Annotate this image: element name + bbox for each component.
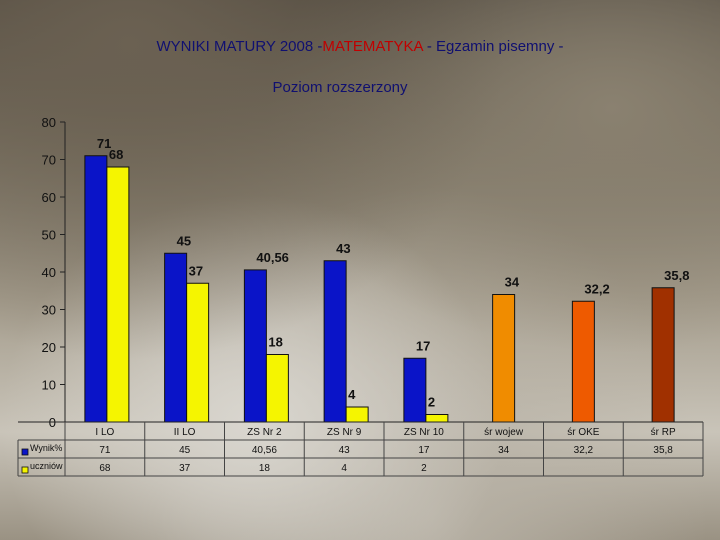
- x-tick-label: II LO: [174, 427, 196, 438]
- y-tick-label: 50: [42, 228, 56, 243]
- table-cell: 35,8: [653, 445, 673, 456]
- y-tick-label: 10: [42, 378, 56, 393]
- table-cell: 32,2: [574, 445, 594, 456]
- x-tick-label: ZS Nr 10: [404, 427, 444, 438]
- chart-title: WYNIKI MATURY 2008 -MATEMATYKA - Egzamin…: [0, 38, 720, 55]
- bar-wynik: [323, 260, 347, 423]
- legend-series-name: Wynik%: [30, 443, 62, 453]
- legend-swatch: [21, 448, 29, 456]
- y-tick-label: 20: [42, 340, 56, 355]
- table-cell: 40,56: [252, 445, 277, 456]
- bar-wynik: [164, 252, 188, 423]
- bar-uczniow: [106, 166, 130, 423]
- data-label-wynik: 43: [336, 241, 350, 256]
- bar-wynik: [492, 294, 516, 423]
- table-cell: 4: [341, 463, 347, 474]
- chart-subtitle: Poziom rozszerzony: [272, 79, 408, 96]
- table-cell: 18: [259, 463, 271, 474]
- bar-uczniow: [265, 354, 289, 423]
- x-tick-label: śr wojew: [484, 427, 524, 438]
- data-label-wynik: 45: [177, 233, 191, 248]
- legend-swatch: [21, 466, 29, 474]
- title-prefix: WYNIKI MATURY 2008 -: [156, 38, 323, 55]
- bar-wynik: [243, 269, 267, 423]
- legend-series-name: uczniów: [30, 461, 63, 471]
- data-label-uczniow: 4: [348, 387, 356, 402]
- bar-wynik: [84, 155, 108, 423]
- data-label-wynik: 40,56: [256, 250, 289, 265]
- data-label-uczniow: 68: [109, 147, 123, 162]
- data-label-wynik: 35,8: [664, 268, 689, 283]
- data-label-wynik: 32,2: [584, 281, 609, 296]
- bar-wynik: [571, 300, 595, 423]
- title-highlight: MATEMATYKA: [322, 38, 423, 55]
- data-label-wynik: 34: [505, 275, 520, 290]
- bar-wynik: [651, 287, 675, 423]
- table-cell: 37: [179, 463, 191, 474]
- x-tick-label: śr OKE: [567, 427, 600, 438]
- y-tick-label: 70: [42, 153, 56, 168]
- data-label-wynik: 71: [97, 136, 111, 151]
- data-label-uczniow: 18: [268, 335, 282, 350]
- x-tick-label: ZS Nr 2: [247, 427, 282, 438]
- data-label-uczniow: 2: [428, 395, 435, 410]
- x-tick-label: I LO: [95, 427, 114, 438]
- title-suffix: - Egzamin pisemny -: [422, 38, 564, 55]
- y-tick-label: 60: [42, 190, 56, 205]
- bar-wynik: [403, 357, 427, 423]
- data-label-wynik: 17: [416, 338, 430, 353]
- table-cell: 68: [99, 463, 111, 474]
- table-cell: 43: [339, 445, 351, 456]
- table-cell: 45: [179, 445, 191, 456]
- data-label-uczniow: 37: [189, 263, 203, 278]
- y-tick-label: 30: [42, 303, 56, 318]
- table-cell: 71: [99, 445, 111, 456]
- bar-uczniow: [186, 282, 210, 423]
- bar-uczniow: [425, 414, 449, 423]
- x-tick-label: śr RP: [651, 427, 676, 438]
- table-cell: 17: [418, 445, 430, 456]
- bar-uczniow: [345, 406, 369, 423]
- y-tick-label: 80: [42, 115, 56, 130]
- y-tick-label: 40: [42, 265, 56, 280]
- table-cell: 34: [498, 445, 510, 456]
- table-cell: 2: [421, 463, 427, 474]
- x-tick-label: ZS Nr 9: [327, 427, 362, 438]
